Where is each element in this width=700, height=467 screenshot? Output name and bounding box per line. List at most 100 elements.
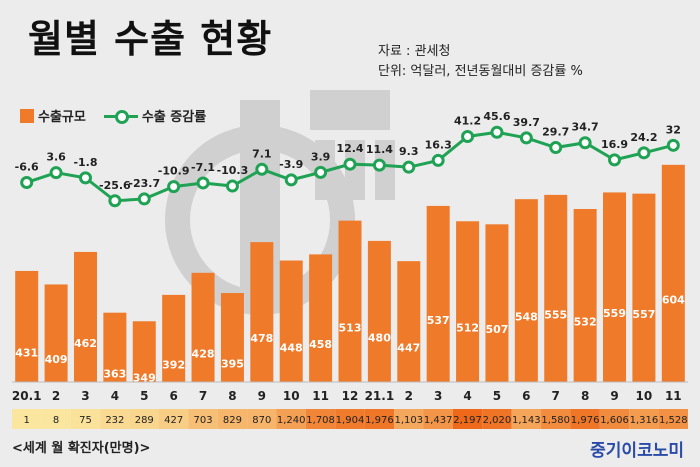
bar xyxy=(103,312,127,382)
covid-cell xyxy=(541,409,571,429)
bar-value-label: 392 xyxy=(162,358,185,371)
covid-cell xyxy=(41,409,71,429)
rate-value-label: 7.1 xyxy=(252,147,272,160)
x-tick-label: 8 xyxy=(581,389,589,403)
covid-cell xyxy=(217,409,248,429)
covid-cell-value: 1,976 xyxy=(365,415,394,426)
bar xyxy=(279,260,303,382)
x-tick-label: 4 xyxy=(111,389,119,403)
bar-value-label: 349 xyxy=(133,372,156,385)
source-line: 자료 : 관세청 xyxy=(378,44,451,59)
covid-cell-value: 829 xyxy=(223,415,242,426)
x-tick-label: 3 xyxy=(81,389,89,403)
rate-point xyxy=(608,153,622,167)
x-tick-label: 3 xyxy=(434,389,442,403)
rate-value-label: -23.7 xyxy=(128,177,160,190)
covid-cell xyxy=(188,409,218,429)
rate-point xyxy=(108,194,122,208)
covid-cell xyxy=(629,409,659,429)
covid-cell-value: 703 xyxy=(193,415,212,426)
rate-point xyxy=(196,176,210,190)
x-tick-label: 8 xyxy=(228,389,236,403)
unit-line: 단위: 억달러, 전년동월대비 증감률 % xyxy=(378,64,583,79)
covid-cell xyxy=(511,409,542,429)
x-tick-label: 12 xyxy=(342,389,359,403)
rate-value-label: 3.9 xyxy=(311,150,331,163)
x-tick-label: 4 xyxy=(463,389,471,403)
x-tick-label: 10 xyxy=(636,389,653,403)
rate-value-label: -3.9 xyxy=(279,158,303,171)
covid-cell-value: 232 xyxy=(105,415,124,426)
bar-value-label: 428 xyxy=(192,347,215,360)
covid-cell xyxy=(570,409,600,429)
bar xyxy=(661,164,685,382)
bar xyxy=(44,284,68,382)
covid-cell-value: 870 xyxy=(252,415,271,426)
covid-cell xyxy=(305,409,336,429)
rate-point xyxy=(549,141,563,155)
bar xyxy=(514,199,538,382)
covid-cell-value: 289 xyxy=(135,415,154,426)
bar xyxy=(15,270,39,382)
x-tick-label: 7 xyxy=(199,389,207,403)
covid-cell-value: 427 xyxy=(164,415,183,426)
covid-cell xyxy=(70,409,101,429)
x-tick-label: 10 xyxy=(283,389,300,403)
covid-cell xyxy=(394,409,424,429)
x-tick-label: 6 xyxy=(522,389,530,403)
rate-value-label: 39.7 xyxy=(513,116,540,129)
rate-point xyxy=(666,138,680,152)
rate-point xyxy=(284,173,298,187)
covid-cell xyxy=(247,409,277,429)
x-tick-label: 2 xyxy=(52,389,60,403)
covid-cell xyxy=(12,409,42,429)
legend-line-label: 수출 증감률 xyxy=(141,110,207,125)
covid-cell xyxy=(599,409,630,429)
legend-bar-swatch xyxy=(20,108,34,123)
bar xyxy=(220,293,244,382)
rate-value-label: 16.9 xyxy=(601,138,628,151)
rate-point xyxy=(137,192,151,206)
rate-point xyxy=(78,171,92,185)
bar-value-label: 557 xyxy=(632,308,655,321)
brand-logo-text: 중기이코노미 xyxy=(590,441,684,461)
rate-value-label: 29.7 xyxy=(542,126,569,139)
covid-cell-value: 1,528 xyxy=(659,415,688,426)
bar xyxy=(73,251,97,382)
covid-cell xyxy=(129,409,159,429)
bar xyxy=(191,272,215,382)
legend-line-swatch xyxy=(103,109,138,124)
chart-title: 월별 수출 현황 xyxy=(28,17,273,61)
rate-point xyxy=(490,125,504,139)
bar-value-label: 363 xyxy=(103,367,126,380)
bar-value-label: 480 xyxy=(368,331,391,344)
rate-value-label: 9.3 xyxy=(399,145,419,158)
bar xyxy=(338,220,362,382)
rate-point xyxy=(314,165,328,179)
covid-cell xyxy=(423,409,453,429)
bar-value-label: 447 xyxy=(397,342,420,355)
bar-value-label: 458 xyxy=(309,338,332,351)
x-tick-label: 9 xyxy=(258,389,266,403)
covid-cell-value: 75 xyxy=(79,415,92,426)
legend-item-line: 수출 증감률 xyxy=(103,106,207,125)
bar-value-label: 409 xyxy=(45,353,68,366)
rate-value-label: 34.7 xyxy=(572,121,599,134)
covid-cell-value: 1 xyxy=(24,415,30,426)
rate-point xyxy=(255,162,269,176)
covid-cell-value: 2,020 xyxy=(483,415,512,426)
rate-value-label: 16.3 xyxy=(425,138,452,151)
bar-value-label: 395 xyxy=(221,358,244,371)
source-note: 자료 : 관세청 단위: 억달러, 전년동월대비 증감률 % xyxy=(378,42,583,82)
bar xyxy=(132,321,156,382)
chart-legend: 수출규모 수출 증감률 xyxy=(20,106,216,125)
covid-cell xyxy=(335,409,365,429)
covid-cell-value: 1,580 xyxy=(541,415,570,426)
rate-value-label: -25.6 xyxy=(99,179,131,192)
x-tick-label: 20.1 xyxy=(12,389,42,403)
rate-value-label: -10.3 xyxy=(217,164,249,177)
bar xyxy=(309,254,333,382)
bar xyxy=(367,240,391,382)
bar xyxy=(632,193,656,382)
